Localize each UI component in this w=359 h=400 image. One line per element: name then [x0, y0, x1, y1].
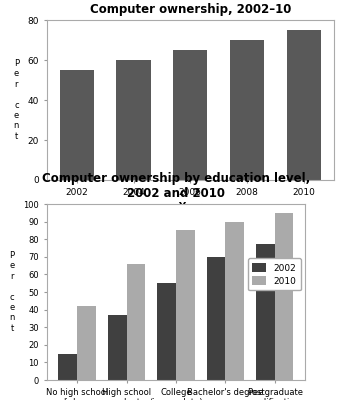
Bar — [230, 40, 264, 180]
Y-axis label: P
e
r
 
c
e
n
t: P e r c e n t — [14, 59, 19, 141]
Bar — [126, 264, 145, 380]
Bar — [225, 222, 244, 380]
Bar — [275, 213, 293, 380]
Legend: 2002, 2010: 2002, 2010 — [248, 258, 300, 290]
Bar — [173, 50, 207, 180]
Bar — [157, 283, 176, 380]
Bar — [116, 60, 150, 180]
Bar — [77, 306, 96, 380]
Title: Computer ownership, 2002–10: Computer ownership, 2002–10 — [90, 3, 291, 16]
X-axis label: Year: Year — [178, 202, 202, 212]
Bar — [206, 257, 225, 380]
Bar — [176, 230, 195, 380]
Bar — [108, 315, 126, 380]
Bar — [287, 30, 321, 180]
Title: Computer ownership by education level,
2002 and 2010: Computer ownership by education level, 2… — [42, 172, 310, 200]
Y-axis label: P
e
r
 
c
e
n
t: P e r c e n t — [9, 251, 15, 333]
Bar — [256, 244, 275, 380]
Bar — [60, 70, 94, 180]
Bar — [59, 354, 77, 380]
